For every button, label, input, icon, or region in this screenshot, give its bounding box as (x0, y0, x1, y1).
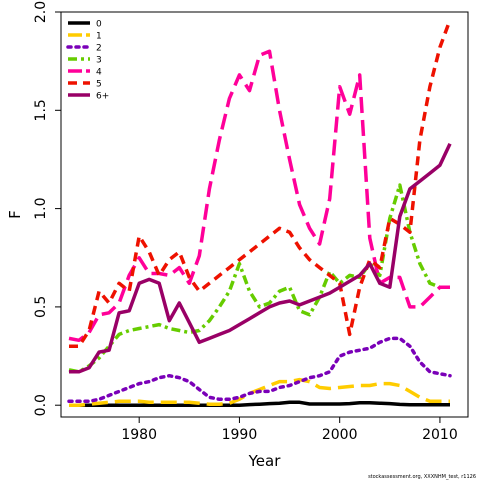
footnote: stockassessment.org, XXXNHM_test, r1126 (368, 474, 476, 480)
y-tick-label: 0.5 (33, 296, 49, 318)
legend-label-1: 1 (96, 32, 102, 42)
x-axis-title: Year (248, 452, 282, 470)
legend-label-4: 4 (96, 68, 102, 78)
y-axis-title: F (6, 210, 24, 219)
legend-label-3: 3 (96, 56, 102, 66)
y-tick-label: 1.0 (33, 197, 49, 219)
legend-label-0: 0 (96, 20, 102, 30)
series-layer (67, 19, 452, 407)
series-line-4 (68, 49, 450, 343)
series-line-0 (69, 400, 450, 407)
x-tick-label: 2010 (422, 427, 458, 443)
series-line-6plus (69, 142, 452, 374)
axes-layer: 1980 1990 2000 2010 0.0 0.5 1.0 1.5 2.0 (33, 1, 458, 443)
x-tick-label: 2000 (322, 427, 358, 443)
x-tick-label: 1990 (222, 427, 258, 443)
series-line-1 (69, 377, 450, 407)
y-tick-label: 1.5 (33, 99, 49, 121)
legend-label-5: 5 (96, 80, 102, 90)
series-line-3 (68, 183, 450, 374)
legend: 0 1 2 3 4 5 6+ (66, 20, 109, 102)
y-tick-label: 0.0 (33, 394, 49, 416)
x-tick-label: 1980 (121, 427, 157, 443)
plot-frame (60, 11, 469, 418)
series-line-2 (67, 336, 452, 404)
y-tick-label: 2.0 (33, 1, 49, 23)
legend-label-6plus: 6+ (96, 92, 109, 102)
series-line-5 (69, 19, 452, 348)
legend-label-2: 2 (96, 44, 102, 54)
